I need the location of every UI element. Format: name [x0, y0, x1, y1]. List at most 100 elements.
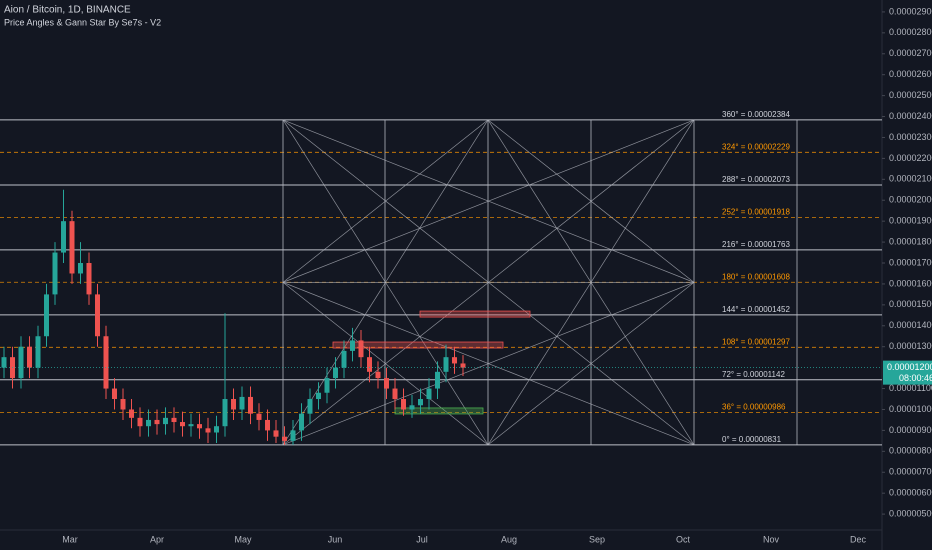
candle-body — [401, 399, 406, 410]
gann-level-label: 180° = 0.00001608 — [722, 272, 790, 281]
candle-body — [112, 388, 117, 400]
candle-body — [146, 419, 151, 427]
candle-body — [409, 405, 415, 410]
candle-body — [18, 346, 24, 379]
x-tick-label: Apr — [150, 534, 164, 544]
candle-body — [290, 430, 296, 441]
zone — [419, 310, 531, 318]
y-tick-label: 0.00002200 — [889, 153, 932, 163]
candle-body — [418, 399, 423, 406]
gann-level-label: 72° = 0.00001142 — [722, 370, 785, 379]
indicator-name: Price Angles & Gann Star By Se7s - V2 — [4, 17, 161, 27]
candle-body — [333, 367, 338, 379]
candle-body — [316, 392, 321, 400]
zone — [394, 407, 484, 415]
gann-star: 360° = 0.00002384 324° = 0.00002229 288° =… — [0, 110, 882, 446]
candle-body — [61, 221, 66, 253]
candle-body — [239, 396, 245, 410]
gann-angle — [282, 282, 695, 446]
candle-body — [154, 419, 160, 425]
candle-body — [307, 399, 313, 414]
candle-body — [86, 263, 92, 295]
x-tick-label: Mar — [62, 534, 78, 544]
y-tick-label: 0.00002600 — [889, 69, 932, 79]
candle-body — [171, 417, 177, 423]
y-tick-label: 0.00001000 — [889, 404, 932, 414]
gann-level-label: 360° = 0.00002384 — [722, 110, 790, 119]
axes: 0.00002900 0.00002800 0.00002700 0.00002600… — [62, 6, 932, 544]
y-tick-label: 0.00002000 — [889, 195, 932, 205]
y-tick-label: 0.00001400 — [889, 320, 932, 330]
candle-body — [222, 399, 228, 427]
countdown-label: 08:00:46 — [899, 373, 932, 383]
candle-body — [231, 399, 236, 410]
x-tick-label: Sep — [589, 534, 605, 544]
y-tick-label: 0.00002100 — [889, 174, 932, 184]
chart-title: Aion / Bitcoin, 1D, BINANCE — [4, 5, 131, 16]
gann-level-label: 324° = 0.00002229 — [722, 142, 790, 151]
y-tick-label: 0.00001700 — [889, 257, 932, 267]
candle-body — [163, 417, 168, 425]
y-tick-label: 0.00001900 — [889, 216, 932, 226]
y-tick-label: 0.00000600 — [889, 488, 932, 498]
candle-body — [426, 388, 432, 400]
candle-body — [1, 357, 7, 368]
candle-body — [256, 413, 262, 420]
candle-body — [384, 378, 389, 389]
y-tick-label: 0.00002400 — [889, 111, 932, 121]
gann-angle — [487, 119, 695, 283]
x-tick-label: Dec — [850, 534, 867, 544]
candle-body — [350, 340, 355, 351]
zone — [332, 341, 504, 349]
candle-body — [180, 422, 185, 427]
candle-body — [282, 436, 287, 441]
candle-body — [452, 357, 457, 364]
x-tick-label: May — [234, 534, 252, 544]
candle-body — [367, 357, 372, 372]
gann-angle — [487, 282, 695, 446]
gann-level-label: 36° = 0.00000986 — [722, 403, 786, 412]
x-tick-label: Jun — [328, 534, 343, 544]
y-tick-label: 0.00000800 — [889, 446, 932, 456]
y-tick-label: 0.00002900 — [889, 6, 932, 16]
y-tick-label: 0.00002800 — [889, 27, 932, 37]
gann-level-label: 108° = 0.00001297 — [722, 337, 790, 346]
gann-angle — [282, 119, 489, 283]
candle-body — [443, 357, 449, 372]
candle-body — [375, 371, 381, 379]
y-tick-label: 0.00002700 — [889, 48, 932, 58]
candle-body — [299, 413, 304, 431]
candle-body — [273, 430, 279, 437]
candle-body — [341, 350, 347, 368]
y-tick-label: 0.00001500 — [889, 299, 932, 309]
candle-body — [324, 378, 330, 393]
y-tick-label: 0.00001300 — [889, 341, 932, 351]
candle-body — [392, 388, 398, 400]
y-tick-label: 0.00001100 — [889, 383, 932, 393]
x-tick-label: Nov — [763, 534, 780, 544]
y-tick-label: 0.00001800 — [889, 236, 932, 246]
candle-body — [205, 428, 211, 433]
gann-level-label: 0° = 0.00000831 — [722, 435, 782, 444]
x-tick-label: Aug — [501, 534, 517, 544]
gann-level-label: 216° = 0.00001763 — [722, 240, 790, 249]
candle-body — [52, 252, 58, 295]
y-tick-label: 0.00001600 — [889, 278, 932, 288]
candle-body — [214, 426, 219, 433]
candle-body — [137, 417, 143, 427]
gann-angle — [282, 119, 695, 283]
candle-body — [129, 409, 134, 418]
y-tick-label: 0.00002300 — [889, 132, 932, 142]
candle-body — [197, 424, 202, 429]
candle-body — [435, 371, 440, 389]
candle-body — [95, 294, 100, 337]
last-price-label: 0.00001200 — [887, 362, 932, 372]
candle-body — [120, 399, 126, 410]
y-tick-label: 0.00000900 — [889, 425, 932, 435]
gann-level-label: 252° = 0.00001918 — [722, 208, 790, 217]
candle-body — [248, 396, 253, 414]
candle-body — [44, 294, 49, 337]
candles — [0, 189, 882, 445]
